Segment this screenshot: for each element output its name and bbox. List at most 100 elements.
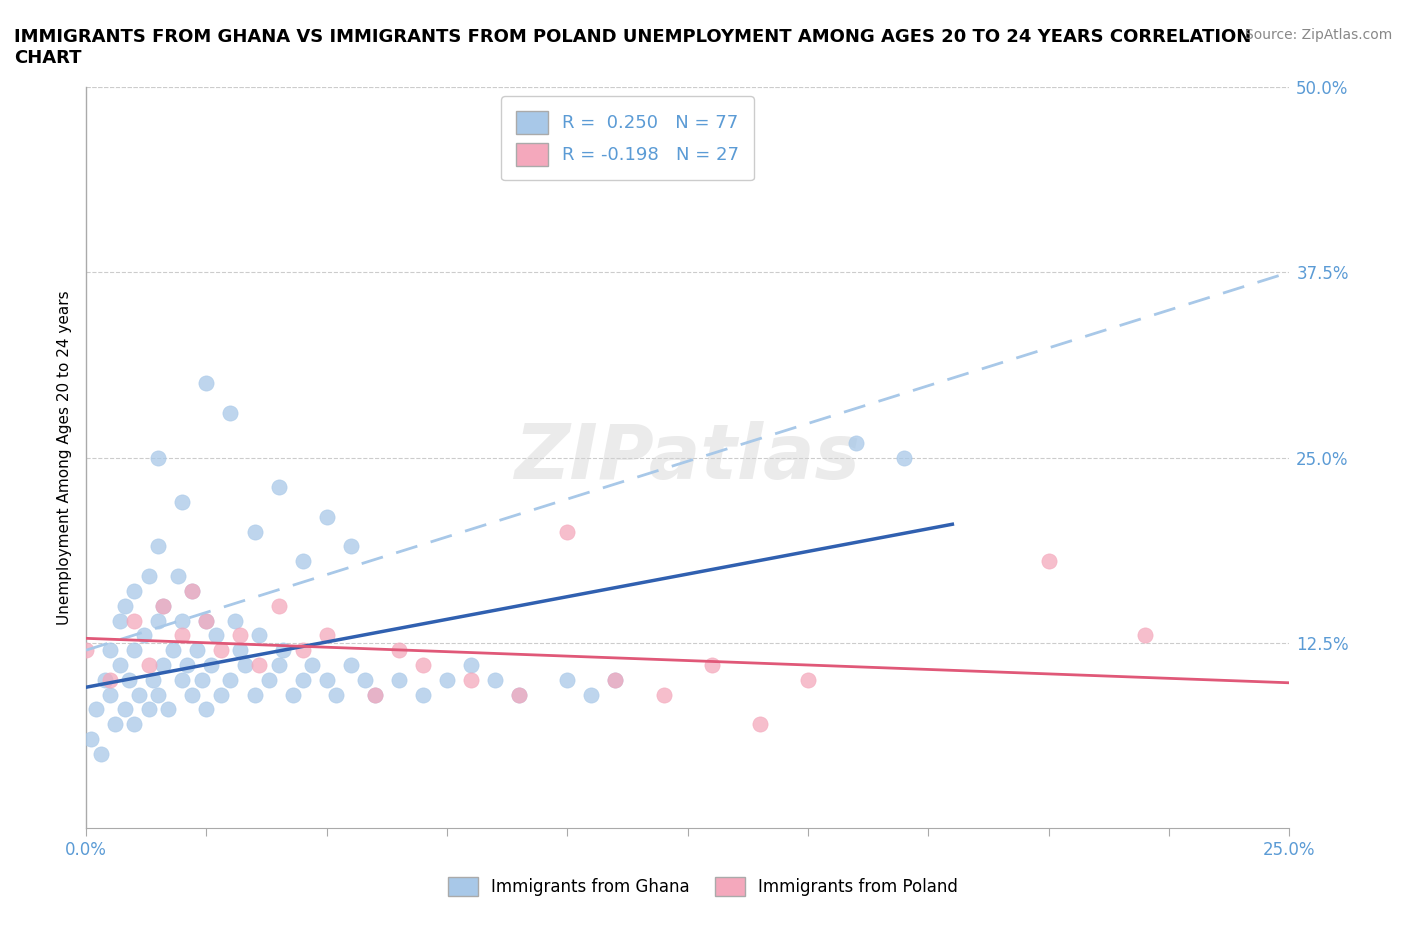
Point — [84, 702, 107, 717]
Point — [354, 672, 377, 687]
Point — [108, 613, 131, 628]
Point — [233, 658, 256, 672]
Point — [75, 643, 97, 658]
Point — [142, 672, 165, 687]
Legend: R =  0.250   N = 77, R = -0.198   N = 27: R = 0.250 N = 77, R = -0.198 N = 27 — [501, 96, 754, 180]
Point — [104, 717, 127, 732]
Point — [118, 672, 141, 687]
Point — [186, 643, 208, 658]
Point — [460, 672, 482, 687]
Point — [845, 435, 868, 450]
Point — [605, 672, 627, 687]
Point — [209, 687, 232, 702]
Point — [108, 658, 131, 672]
Point — [98, 687, 121, 702]
Point — [291, 554, 314, 569]
Point — [122, 583, 145, 598]
Y-axis label: Unemployment Among Ages 20 to 24 years: Unemployment Among Ages 20 to 24 years — [58, 290, 72, 625]
Point — [247, 628, 270, 643]
Text: Source: ZipAtlas.com: Source: ZipAtlas.com — [1244, 28, 1392, 42]
Point — [581, 687, 603, 702]
Point — [484, 672, 506, 687]
Point — [557, 525, 579, 539]
Point — [339, 539, 361, 554]
Point — [1038, 554, 1060, 569]
Point — [291, 672, 314, 687]
Point — [412, 658, 434, 672]
Point — [122, 613, 145, 628]
Point — [152, 598, 174, 613]
Point — [89, 747, 111, 762]
Point — [893, 450, 915, 465]
Point — [181, 583, 204, 598]
Point — [267, 480, 290, 495]
Point — [388, 643, 411, 658]
Point — [219, 405, 242, 420]
Point — [364, 687, 387, 702]
Point — [162, 643, 184, 658]
Point — [98, 643, 121, 658]
Point — [229, 628, 252, 643]
Point — [200, 658, 222, 672]
Point — [247, 658, 270, 672]
Point — [152, 598, 174, 613]
Point — [224, 613, 246, 628]
Point — [114, 702, 136, 717]
Point — [229, 643, 252, 658]
Point — [94, 672, 117, 687]
Point — [172, 628, 194, 643]
Point — [291, 643, 314, 658]
Point — [315, 672, 337, 687]
Point — [339, 658, 361, 672]
Point — [508, 687, 530, 702]
Point — [195, 613, 218, 628]
Point — [460, 658, 482, 672]
Point — [138, 702, 160, 717]
Point — [128, 687, 150, 702]
Point — [114, 598, 136, 613]
Point — [166, 568, 188, 583]
Point — [98, 672, 121, 687]
Point — [80, 732, 103, 747]
Point — [172, 495, 194, 510]
Point — [315, 510, 337, 525]
Point — [325, 687, 347, 702]
Point — [138, 658, 160, 672]
Point — [181, 687, 204, 702]
Point — [301, 658, 323, 672]
Point — [243, 687, 266, 702]
Point — [412, 687, 434, 702]
Point — [652, 687, 675, 702]
Point — [1133, 628, 1156, 643]
Point — [181, 583, 204, 598]
Point — [700, 658, 723, 672]
Point — [195, 613, 218, 628]
Point — [273, 643, 295, 658]
Point — [557, 672, 579, 687]
Point — [122, 717, 145, 732]
Point — [364, 687, 387, 702]
Point — [797, 672, 820, 687]
Legend: Immigrants from Ghana, Immigrants from Poland: Immigrants from Ghana, Immigrants from P… — [441, 870, 965, 903]
Point — [205, 628, 228, 643]
Point — [267, 598, 290, 613]
Point — [281, 687, 304, 702]
Point — [257, 672, 280, 687]
Point — [148, 450, 170, 465]
Point — [388, 672, 411, 687]
Point — [138, 568, 160, 583]
Point — [243, 525, 266, 539]
Point — [190, 672, 212, 687]
Point — [122, 643, 145, 658]
Point — [315, 628, 337, 643]
Point — [436, 672, 458, 687]
Point — [152, 658, 174, 672]
Point — [148, 613, 170, 628]
Point — [148, 539, 170, 554]
Point — [172, 613, 194, 628]
Point — [156, 702, 179, 717]
Point — [195, 702, 218, 717]
Point — [132, 628, 155, 643]
Point — [209, 643, 232, 658]
Text: ZIPatlas: ZIPatlas — [515, 420, 860, 495]
